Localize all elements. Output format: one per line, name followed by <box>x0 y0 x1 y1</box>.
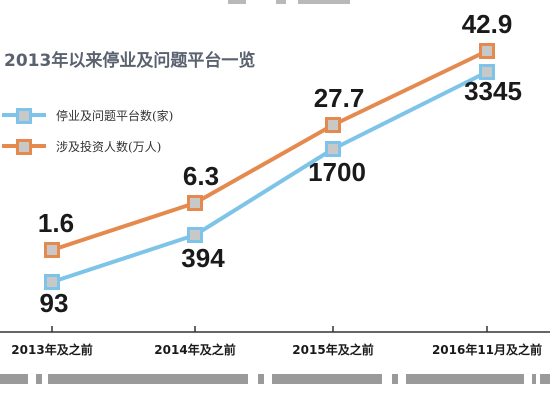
data-label-investors: 42.9 <box>462 9 513 39</box>
decorative-bottom-stripe <box>0 374 550 384</box>
x-tick-label: 2014年及之前 <box>154 342 235 357</box>
stripe-segment <box>258 374 264 384</box>
data-point-investors <box>44 242 60 258</box>
data-point-platforms <box>44 274 60 290</box>
data-point-investors <box>325 117 341 133</box>
data-point-platforms <box>187 227 203 243</box>
stripe-segment <box>48 374 248 384</box>
data-label-investors: 6.3 <box>183 161 219 191</box>
legend-item-platforms: 停业及问题平台数(家) <box>2 105 173 125</box>
stripe-segment <box>272 374 382 384</box>
chart-title: 2013年以来停业及问题平台一览 <box>4 51 256 71</box>
cropped-header-fragment <box>228 0 350 4</box>
data-point-platforms <box>479 64 495 80</box>
x-tick-label: 2013年及之前 <box>11 342 92 357</box>
legend-swatch-investors <box>2 136 46 156</box>
data-label-platforms: 3345 <box>464 76 522 106</box>
legend-item-investors: 涉及投资人数(万人) <box>2 136 161 156</box>
data-label-platforms: 1700 <box>308 157 366 187</box>
legend-swatch-platforms <box>2 105 46 125</box>
stripe-segment <box>392 374 398 384</box>
data-point-investors <box>479 43 495 59</box>
stripe-segment <box>36 374 42 384</box>
stripe-segment <box>540 374 550 384</box>
data-label-investors: 1.6 <box>38 208 74 238</box>
x-tick-label: 2015年及之前 <box>292 342 373 357</box>
x-tick-label: 2016年11月及之前 <box>432 342 542 357</box>
stripe-segment <box>0 374 28 384</box>
data-point-investors <box>187 195 203 211</box>
data-point-platforms <box>325 141 341 157</box>
series-line-platforms <box>51 70 488 284</box>
data-label-investors: 27.7 <box>314 83 365 113</box>
stripe-segment <box>406 374 524 384</box>
x-axis: 2013年及之前 2014年及之前 2015年及之前 2016年11月及之前 <box>0 326 550 357</box>
series-line-investors <box>51 49 488 252</box>
legend-label-platforms: 停业及问题平台数(家) <box>56 108 174 123</box>
data-label-platforms: 394 <box>181 243 225 273</box>
stripe-segment <box>532 374 536 384</box>
legend-label-investors: 涉及投资人数(万人) <box>56 139 162 154</box>
data-label-platforms: 93 <box>40 288 69 318</box>
